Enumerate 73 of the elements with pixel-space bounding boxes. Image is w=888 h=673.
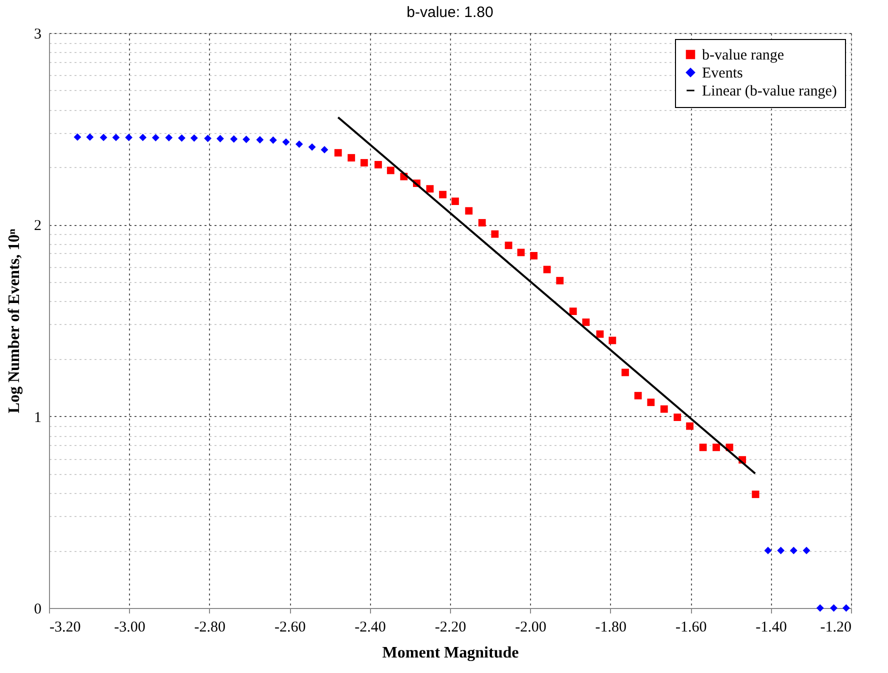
x-tick-label: -1.20 — [820, 620, 852, 636]
point — [790, 546, 798, 554]
point — [282, 138, 290, 146]
point — [334, 149, 342, 156]
point — [125, 134, 133, 142]
y-tick-label: 0 — [34, 602, 42, 618]
chart-title: b-value: 1.80 — [406, 4, 494, 21]
y-tick-label: 2 — [34, 218, 42, 234]
point — [752, 490, 760, 498]
point — [256, 136, 264, 144]
point — [777, 546, 785, 554]
legend-label: Events — [702, 66, 743, 82]
point — [152, 134, 160, 142]
point — [465, 207, 473, 215]
point — [674, 414, 682, 421]
x-tick-label: -3.00 — [114, 620, 146, 636]
x-axis-title: Moment Magnitude — [382, 644, 519, 662]
point — [230, 135, 238, 143]
point — [504, 242, 512, 250]
point — [634, 392, 642, 400]
point — [452, 198, 459, 205]
point — [374, 160, 382, 168]
x-tick-label: -3.20 — [50, 620, 81, 636]
point — [582, 318, 590, 326]
x-tick-label: -2.40 — [354, 620, 386, 636]
point — [100, 134, 108, 142]
point — [139, 134, 147, 142]
x-tick-label: -1.80 — [595, 620, 627, 636]
point — [360, 159, 368, 166]
point — [216, 134, 224, 142]
legend-label: Linear (b-value range) — [702, 84, 837, 100]
point — [622, 368, 629, 376]
point — [348, 154, 356, 162]
point — [204, 134, 212, 142]
legend-label: b-value range — [702, 48, 784, 64]
x-tick-label: -1.40 — [756, 620, 787, 636]
point — [296, 140, 303, 148]
x-tick-label: -2.60 — [274, 620, 306, 636]
point — [764, 546, 772, 554]
point — [478, 219, 486, 226]
point — [308, 143, 316, 151]
point — [426, 185, 434, 193]
point — [269, 136, 277, 144]
point — [660, 405, 668, 413]
point — [112, 134, 120, 142]
x-tick-label: -2.00 — [515, 620, 546, 636]
point — [190, 134, 198, 142]
point — [569, 308, 577, 316]
point — [647, 398, 655, 406]
point — [699, 444, 707, 452]
point — [530, 252, 538, 260]
point — [596, 330, 604, 338]
point — [165, 134, 173, 142]
point — [608, 336, 616, 344]
point — [386, 166, 394, 174]
point — [556, 276, 564, 284]
x-tick-label: -2.20 — [434, 620, 466, 636]
point — [242, 136, 250, 144]
x-tick-label: -2.80 — [194, 620, 226, 636]
x-tick-label: -1.60 — [675, 620, 707, 636]
y-tick-label: 3 — [34, 26, 42, 42]
y-tick-label: 1 — [34, 410, 42, 426]
point — [86, 133, 94, 141]
point — [712, 444, 720, 452]
point — [74, 133, 82, 141]
point — [178, 134, 186, 142]
point — [816, 604, 824, 612]
point — [439, 190, 446, 198]
y-axis-title: Log Number of Events, 10ⁿ — [6, 228, 23, 414]
point — [686, 422, 694, 430]
point — [320, 146, 328, 154]
point — [491, 230, 499, 238]
point — [802, 546, 810, 554]
